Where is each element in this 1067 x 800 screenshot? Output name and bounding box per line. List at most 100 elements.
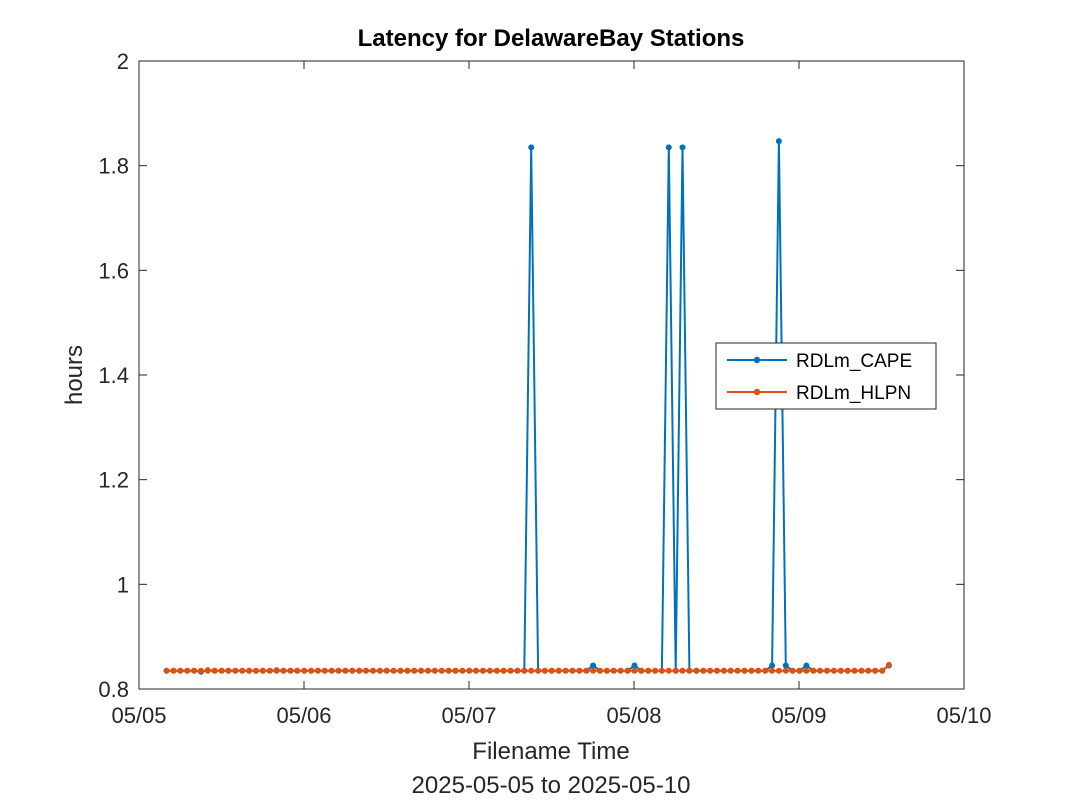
series-line [166,664,890,672]
data-point [720,667,727,674]
data-point [163,667,170,674]
data-point [672,667,679,674]
data-point [376,667,383,674]
data-point [748,667,755,674]
data-point [693,667,700,674]
data-point [803,662,810,669]
data-point [218,667,225,674]
data-point [617,667,624,674]
data-point [349,667,356,674]
data-point [459,667,466,674]
data-point [356,667,363,674]
data-point [741,667,748,674]
data-point [528,144,535,151]
data-point [431,667,438,674]
data-point [624,667,631,674]
data-point [583,667,590,674]
x-tick-label: 05/06 [276,703,331,728]
data-point [597,667,603,674]
data-point [665,667,672,674]
data-point [280,667,287,674]
data-point [775,138,782,145]
legend-marker-cape [753,356,761,364]
data-point [631,662,638,669]
data-point [480,667,486,674]
data-point [879,667,886,674]
data-point [397,667,404,674]
data-point [287,667,294,674]
data-point [383,667,390,674]
data-point [404,667,411,674]
data-point [301,667,308,674]
data-point [198,667,204,674]
data-point [872,667,879,674]
data-point [507,667,514,674]
x-axis: 05/05 05/06 05/07 05/08 05/09 05/10 [111,61,992,728]
data-point [335,667,342,674]
data-point [831,667,837,674]
x-tick-label: 05/08 [606,703,661,728]
data-point [885,661,892,668]
data-point [239,667,246,674]
data-point [321,667,328,674]
data-point [769,662,776,669]
legend: RDLm_CAPE RDLm_HLPN [715,342,937,410]
data-point [755,667,762,674]
data-point [789,667,796,674]
data-point [342,667,349,674]
data-point [844,667,851,674]
legend-box [715,342,937,410]
data-point [548,667,555,674]
data-point [253,667,259,674]
data-point [225,667,232,674]
data-point [390,667,397,674]
data-point [528,667,535,674]
data-point [500,667,507,674]
y-tick-label: 1.2 [98,468,129,493]
data-point [665,144,672,151]
data-point [246,667,253,674]
data-point [411,667,418,674]
data-point [555,667,562,674]
data-point [707,667,714,674]
data-point [170,667,177,674]
data-point [514,667,521,674]
data-point [686,667,693,674]
series-layer [163,138,892,675]
data-point [466,667,473,674]
data-point [184,667,191,674]
data-point [638,667,645,674]
series-rdlm_hlpn [163,661,892,674]
data-point [425,667,432,674]
data-point [308,667,315,674]
data-point [590,662,597,669]
data-point [541,667,548,674]
data-point [473,667,480,674]
data-point [679,667,686,674]
y-tick-label: 1.8 [98,154,129,179]
data-point [700,667,707,674]
data-point [259,667,266,674]
chart-title: Latency for DelawareBay Stations [358,25,745,52]
data-point [191,667,198,674]
data-point [782,667,789,674]
data-point [769,667,776,674]
data-point [273,667,280,674]
data-point [363,667,369,674]
data-point [714,667,720,674]
x-tick-label: 05/09 [771,703,826,728]
data-point [796,667,803,674]
data-point [865,667,872,674]
data-point [232,667,239,674]
data-point [177,667,184,674]
data-point [211,667,218,674]
data-point [445,667,452,674]
data-point [631,667,638,674]
data-point [569,667,576,674]
data-point [590,667,597,674]
x-tick-label: 05/05 [111,703,166,728]
data-point [658,667,665,674]
data-point [610,667,617,674]
data-point [734,667,741,674]
data-point [294,667,301,674]
